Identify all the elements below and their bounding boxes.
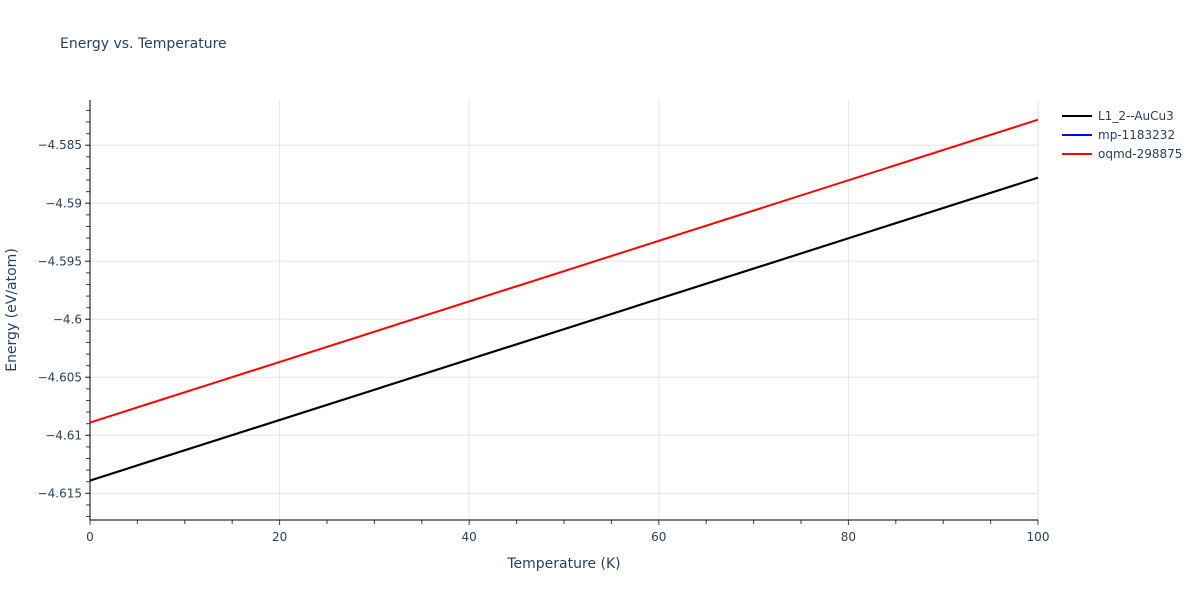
y-tick-label: −4.585 xyxy=(38,138,82,152)
y-tick-label: −4.61 xyxy=(45,428,82,442)
x-axis-title: Temperature (K) xyxy=(506,556,620,572)
legend-label: mp-1183232 xyxy=(1098,127,1176,142)
x-tick-label: 80 xyxy=(841,530,856,544)
x-tick-label: 40 xyxy=(462,530,477,544)
legend-item-oqmd-298875[interactable]: oqmd-298875 xyxy=(1062,144,1182,163)
chart-title: Energy vs. Temperature xyxy=(60,36,227,52)
x-tick-label: 20 xyxy=(272,530,287,544)
y-tick-label: −4.615 xyxy=(38,486,82,500)
legend-label: L1_2--AuCu3 xyxy=(1098,108,1174,123)
y-tick-label: −4.595 xyxy=(38,254,82,268)
legend-item-mp-1183232[interactable]: mp-1183232 xyxy=(1062,125,1182,144)
legend-swatch-red xyxy=(1062,152,1092,155)
y-tick-label: −4.605 xyxy=(38,370,82,384)
legend-item-l1-2-aucu3[interactable]: L1_2--AuCu3 xyxy=(1062,106,1182,125)
y-axis-title: Energy (eV/atom) xyxy=(4,248,20,372)
x-tick-label: 60 xyxy=(651,530,666,544)
x-tick-label: 0 xyxy=(86,530,94,544)
series-line[interactable] xyxy=(89,176,1039,482)
legend-label: oqmd-298875 xyxy=(1098,146,1183,161)
legend-swatch-blue xyxy=(1062,133,1092,136)
series-line[interactable] xyxy=(89,118,1039,424)
x-tick-label: 100 xyxy=(1027,530,1050,544)
legend: L1_2--AuCu3 mp-1183232 oqmd-298875 xyxy=(1062,106,1182,163)
y-tick-label: −4.59 xyxy=(45,196,82,210)
legend-swatch-black xyxy=(1062,114,1092,117)
y-tick-label: −4.6 xyxy=(53,312,82,326)
